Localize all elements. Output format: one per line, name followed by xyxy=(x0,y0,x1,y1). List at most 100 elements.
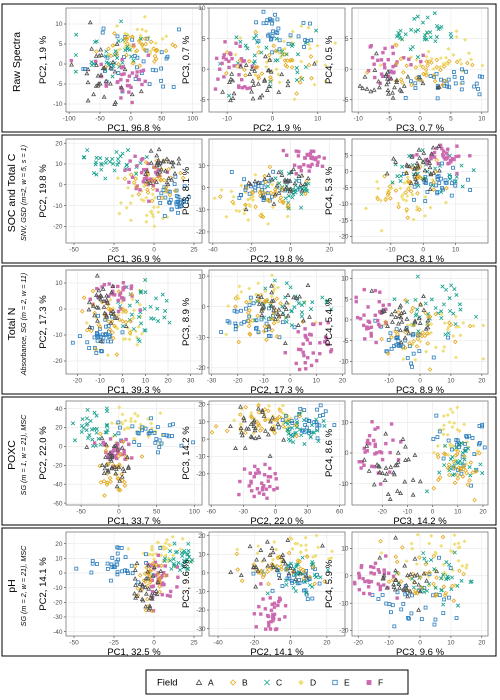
data-point-field-e xyxy=(270,50,275,55)
data-point-field-b xyxy=(451,598,457,603)
data-point-field-a xyxy=(373,50,379,56)
data-point-field-f xyxy=(222,53,226,57)
data-point-field-b xyxy=(407,341,412,346)
data-point-field-e xyxy=(432,622,437,627)
x-tick-label: 60 xyxy=(336,509,344,516)
data-point-field-b xyxy=(294,433,300,439)
y-axis-title: PC4, 5.9 % xyxy=(324,559,335,608)
data-point-field-a xyxy=(147,603,153,608)
data-point-field-c xyxy=(440,284,445,289)
data-point-field-d xyxy=(142,14,147,19)
data-point-field-a xyxy=(417,320,423,325)
data-point-field-a xyxy=(304,573,309,578)
data-point-field-c xyxy=(300,76,305,82)
data-point-field-a xyxy=(113,470,119,476)
data-point-field-e xyxy=(460,67,464,72)
data-point-field-a xyxy=(267,453,273,458)
data-point-field-b xyxy=(224,70,229,76)
data-point-field-b xyxy=(468,460,474,465)
data-point-field-f xyxy=(240,78,244,82)
data-point-field-b xyxy=(116,487,121,493)
data-point-field-a xyxy=(140,582,145,587)
data-point-field-d xyxy=(151,214,156,219)
data-point-field-f xyxy=(224,57,228,61)
data-point-field-c xyxy=(96,436,101,441)
data-point-field-b xyxy=(477,450,482,456)
data-point-field-e xyxy=(176,194,181,199)
y-axis-title: PC3, 8.1 % xyxy=(181,166,192,215)
data-point-field-d xyxy=(232,418,237,423)
data-point-field-c xyxy=(425,15,430,20)
data-point-field-e xyxy=(460,80,465,85)
data-point-field-b xyxy=(465,60,470,66)
data-point-field-f xyxy=(369,334,373,338)
data-point-field-e xyxy=(118,425,122,430)
data-point-field-e xyxy=(89,570,94,575)
data-point-field-f xyxy=(381,74,385,78)
data-point-field-f xyxy=(237,492,241,497)
data-point-field-d xyxy=(462,37,468,42)
data-point-field-e xyxy=(390,603,395,608)
x-tick-label: 10 xyxy=(478,116,486,123)
data-point-field-b xyxy=(297,80,303,85)
data-point-field-c xyxy=(429,297,434,302)
data-point-field-d xyxy=(414,561,420,567)
data-point-field-b xyxy=(290,58,295,63)
data-point-field-a xyxy=(384,585,390,590)
data-point-field-f xyxy=(155,188,159,192)
data-point-field-d xyxy=(405,175,410,180)
data-point-field-c xyxy=(283,420,288,425)
data-point-field-c xyxy=(115,162,120,167)
data-point-field-a xyxy=(408,180,414,186)
data-point-field-a xyxy=(238,425,244,430)
x-tick-label: -10 xyxy=(384,378,394,385)
x-tick-label: 0 xyxy=(117,509,121,516)
data-point-field-c xyxy=(284,582,289,587)
data-point-field-e xyxy=(468,188,473,192)
x-tick-label: -10 xyxy=(384,640,394,647)
data-point-field-e xyxy=(302,408,307,413)
data-point-field-a xyxy=(412,579,418,584)
data-point-field-b xyxy=(394,42,399,48)
data-point-field-e xyxy=(384,601,389,606)
data-point-field-d xyxy=(481,323,486,328)
data-point-field-e xyxy=(254,325,259,330)
data-point-field-e xyxy=(455,438,460,443)
data-point-field-c xyxy=(290,195,295,200)
data-point-field-a xyxy=(291,166,296,172)
data-point-field-e xyxy=(442,597,447,602)
x-tick-label: 10 xyxy=(142,378,150,385)
data-point-field-e xyxy=(129,563,134,568)
data-point-field-e xyxy=(323,409,328,414)
plot-frame xyxy=(208,7,346,113)
data-point-field-d xyxy=(329,549,335,554)
data-point-field-c xyxy=(136,314,142,319)
data-point-field-c xyxy=(434,23,440,29)
data-point-field-d xyxy=(298,549,303,555)
data-point-field-c xyxy=(429,557,434,562)
data-point-field-c xyxy=(107,159,112,164)
data-point-field-e xyxy=(110,555,115,560)
data-point-field-e xyxy=(425,190,430,194)
data-point-field-f xyxy=(277,617,282,622)
data-point-field-a xyxy=(417,478,423,484)
data-point-field-d xyxy=(253,172,258,177)
data-point-field-c xyxy=(403,32,408,37)
data-point-field-b xyxy=(442,78,448,84)
data-point-field-b xyxy=(162,573,168,578)
data-point-field-a xyxy=(101,304,107,309)
data-point-field-e xyxy=(162,185,167,190)
data-point-field-b xyxy=(239,578,245,584)
data-point-field-a xyxy=(285,177,291,183)
data-point-field-a xyxy=(291,294,297,300)
data-point-field-a xyxy=(103,462,109,467)
data-point-field-b xyxy=(467,323,473,329)
data-point-field-a xyxy=(407,588,413,594)
data-point-field-e xyxy=(466,177,470,182)
data-point-field-e xyxy=(423,605,428,610)
data-point-field-e xyxy=(431,355,436,360)
data-point-field-a xyxy=(385,491,391,497)
data-point-field-f xyxy=(265,496,269,500)
